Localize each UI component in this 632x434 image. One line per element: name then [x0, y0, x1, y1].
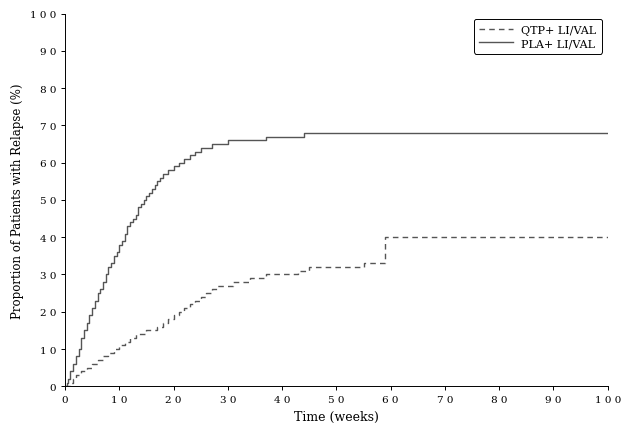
Y-axis label: Proportion of Patients with Relapse (%): Proportion of Patients with Relapse (%)	[11, 83, 24, 318]
Legend: QTP+ LI/VAL, PLA+ LI/VAL: QTP+ LI/VAL, PLA+ LI/VAL	[474, 20, 602, 55]
X-axis label: Time (weeks): Time (weeks)	[294, 410, 379, 423]
